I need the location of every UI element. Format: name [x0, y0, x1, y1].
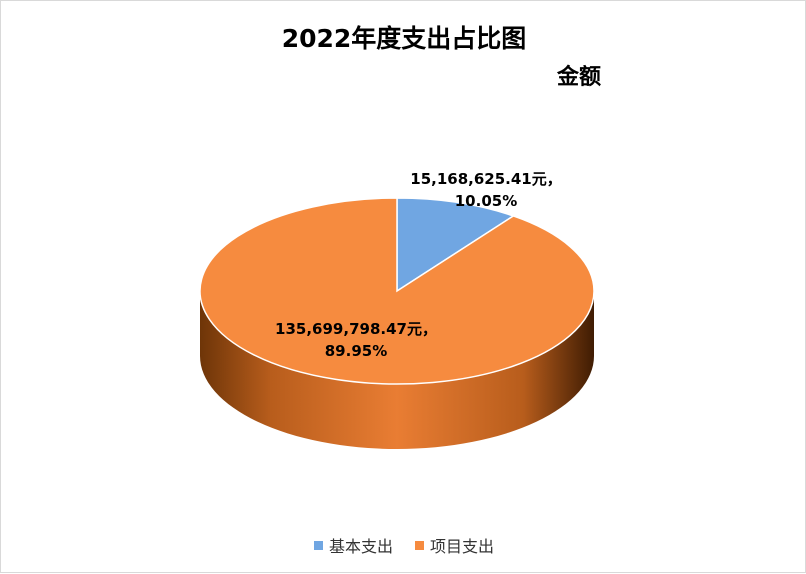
legend-item-basic[interactable]: 基本支出	[313, 533, 393, 557]
legend-item-project[interactable]: 项目支出	[415, 533, 494, 557]
data-label-project: 135,699,798.47元， 89.95%	[251, 318, 461, 362]
data-label-project-value: 135,699,798.47元，	[275, 320, 437, 338]
legend-label-project: 项目支出	[430, 537, 495, 556]
data-label-basic-value: 15,168,625.41元，	[410, 170, 562, 188]
data-label-project-percent: 89.95%	[324, 342, 388, 360]
data-label-basic: 15,168,625.41元， 10.05%	[381, 168, 591, 212]
legend-swatch-basic	[313, 540, 323, 550]
pie-slice-project[interactable]	[199, 197, 595, 385]
legend-swatch-project	[415, 540, 424, 550]
chart-title: 2022年度支出占比图	[281, 24, 527, 53]
legend-label-basic: 基本支出	[328, 537, 393, 556]
data-label-basic-percent: 10.05%	[454, 192, 518, 210]
chart-legend: 基本支出 项目支出	[1, 533, 806, 557]
pie-side-wall	[200, 291, 594, 449]
chart-subtitle: 金额	[557, 65, 602, 90]
pie-slice-basic[interactable]	[396, 197, 516, 293]
